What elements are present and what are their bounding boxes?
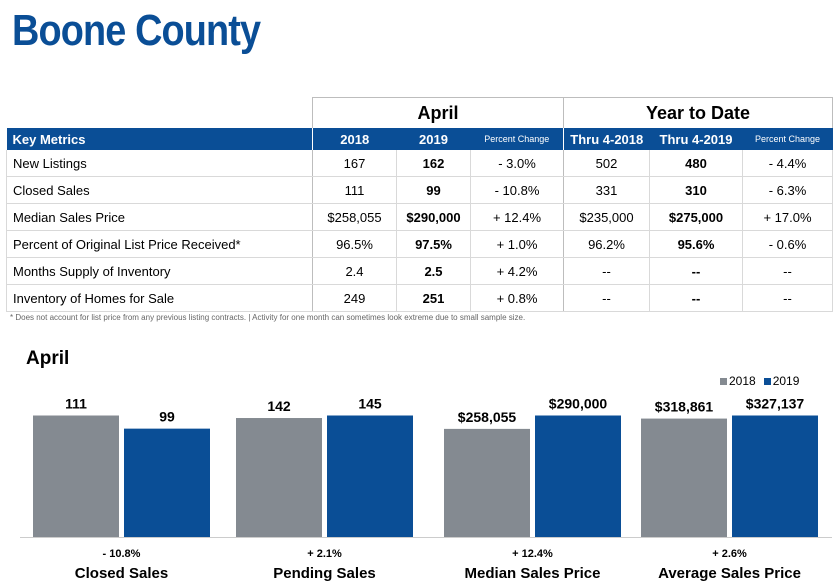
- bar-closed-sales-2019: [124, 428, 210, 537]
- header-thru-2019: Thru 4-2019: [649, 128, 743, 150]
- cell-ytd-2019: 480: [649, 150, 743, 177]
- cell-april-2018: $258,055: [312, 203, 397, 231]
- cell-ytd-2019: $275,000: [649, 203, 743, 231]
- legend-label-2019: 2019: [772, 374, 800, 388]
- cell-april-2018: 249: [312, 284, 397, 312]
- cell-ytd-change: - 0.6%: [742, 230, 834, 258]
- bar-label-median-sales-price-2019: $290,000: [549, 396, 608, 412]
- change-label-average-sales-price: + 2.6%: [712, 548, 747, 560]
- page-title: Boone County: [12, 6, 261, 55]
- cell-ytd-change: - 4.4%: [742, 150, 834, 177]
- bar-pending-sales-2019: [327, 415, 413, 537]
- bar-label-closed-sales-2019: 99: [159, 409, 175, 425]
- cell-ytd-change: - 6.3%: [742, 176, 834, 204]
- cell-ytd-2018: --: [563, 257, 650, 285]
- table-row: Inventory of Homes for Sale 249 251 + 0.8% -…: [6, 284, 834, 312]
- bar-label-pending-sales-2018: 142: [267, 398, 291, 414]
- change-label-median-sales-price: + 12.4%: [512, 548, 553, 560]
- cell-label: Months Supply of Inventory: [6, 257, 313, 285]
- table-row: Months Supply of Inventory 2.4 2.5 + 4.2% --…: [6, 257, 834, 285]
- cell-ytd-2019: 310: [649, 176, 743, 204]
- change-label-closed-sales: - 10.8%: [103, 548, 141, 560]
- header-2018: 2018: [312, 128, 397, 150]
- header-percent-change-ytd: Percent Change: [742, 128, 833, 150]
- bar-closed-sales-2018: [33, 415, 119, 537]
- cell-april-2019: 2.5: [396, 257, 471, 285]
- cell-april-2018: 2.4: [312, 257, 397, 285]
- table-row: Closed Sales 111 99- 10.8% 331 310- 6.3%: [6, 176, 834, 204]
- cell-ytd-2018: 331: [563, 176, 650, 204]
- cell-ytd-2018: 502: [563, 150, 650, 177]
- header-thru-2018: Thru 4-2018: [563, 128, 650, 150]
- header-percent-change: Percent Change: [470, 128, 564, 150]
- legend-item-2019: 2019: [763, 374, 800, 388]
- cell-april-2018: 167: [312, 150, 397, 177]
- cell-april-change: + 0.8%: [469, 284, 564, 312]
- cell-april-2019: 97.5%: [396, 230, 471, 258]
- bar-pending-sales-2018: [236, 418, 322, 537]
- cell-label: Percent of Original List Price Received*: [6, 230, 313, 258]
- header-key-metrics: Key Metrics: [6, 128, 313, 150]
- cell-label: Inventory of Homes for Sale: [6, 284, 313, 312]
- bar-median-sales-price-2019: [535, 415, 621, 537]
- group-ytd: Year to Date: [563, 97, 834, 128]
- table-row: Percent of Original List Price Received*…: [6, 230, 834, 258]
- cell-ytd-2019: --: [649, 284, 743, 312]
- cell-april-2019: 251: [396, 284, 471, 312]
- cell-ytd-2018: $235,000: [563, 203, 650, 231]
- bar-label-closed-sales-2018: 111: [65, 396, 87, 412]
- cell-label: Closed Sales: [6, 176, 313, 204]
- bar-average-sales-price-2018: [641, 418, 727, 537]
- table-row: Median Sales Price $258,055 $290,000 + 12.4…: [6, 203, 834, 231]
- cell-ytd-change: --: [742, 257, 834, 285]
- cell-april-change: + 4.2%: [469, 257, 564, 285]
- cell-april-change: + 12.4%: [469, 203, 564, 231]
- bar-chart: 111 99 - 10.8% Closed Sales 142 145 + 2.1% Pend…: [20, 396, 832, 582]
- chart-legend: 2018 2019: [720, 374, 799, 388]
- legend-swatch-2018: [720, 377, 727, 385]
- header-2019: 2019: [396, 128, 471, 150]
- change-label-pending-sales: + 2.1%: [307, 548, 342, 560]
- cell-april-2019: $290,000: [396, 203, 471, 231]
- category-label-closed-sales: Closed Sales: [75, 565, 168, 582]
- legend-swatch-2019: [763, 377, 771, 385]
- cell-april-2019: 99: [396, 176, 471, 204]
- bar-median-sales-price-2018: [444, 428, 530, 537]
- cell-april-2018: 96.5%: [312, 230, 397, 258]
- cell-ytd-2019: --: [649, 257, 743, 285]
- bar-label-average-sales-price-2019: $327,137: [746, 396, 805, 412]
- category-label-average-sales-price: Average Sales Price: [658, 565, 801, 582]
- bar-label-average-sales-price-2018: $318,861: [655, 399, 714, 415]
- key-metrics-table: April Year to Date Key Metrics 2018 2019…: [6, 97, 834, 312]
- bar-label-median-sales-price-2018: $258,055: [458, 409, 517, 425]
- legend-item-2018: 2018: [720, 374, 756, 388]
- table-group-header: April Year to Date: [7, 97, 834, 128]
- table-row: New Listings 167 162- 3.0% 502 480- 4.4%: [6, 150, 834, 177]
- cell-april-2018: 111: [312, 176, 397, 204]
- group-april: April: [311, 97, 564, 128]
- cell-ytd-2018: 96.2%: [563, 230, 650, 258]
- cell-ytd-change: --: [742, 284, 834, 312]
- cell-ytd-2018: --: [563, 284, 650, 312]
- cell-april-2019: 162: [396, 150, 471, 177]
- cell-ytd-change: + 17.0%: [742, 203, 834, 231]
- bar-average-sales-price-2019: [732, 415, 818, 537]
- cell-april-change: - 3.0%: [469, 150, 564, 177]
- footnote: * Does not account for list price from a…: [10, 313, 526, 322]
- category-label-pending-sales: Pending Sales: [273, 565, 376, 582]
- legend-label-2018: 2018: [729, 374, 756, 388]
- chart-title: April: [26, 348, 70, 369]
- cell-label: Median Sales Price: [6, 203, 313, 231]
- cell-label: New Listings: [6, 150, 313, 177]
- cell-april-change: + 1.0%: [469, 230, 564, 258]
- table-header-row: Key Metrics 2018 2019 Percent Change Thr…: [6, 128, 833, 150]
- category-label-median-sales-price: Median Sales Price: [465, 565, 601, 582]
- bar-label-pending-sales-2019: 145: [358, 396, 382, 412]
- cell-april-change: - 10.8%: [469, 176, 564, 204]
- cell-ytd-2019: 95.6%: [649, 230, 743, 258]
